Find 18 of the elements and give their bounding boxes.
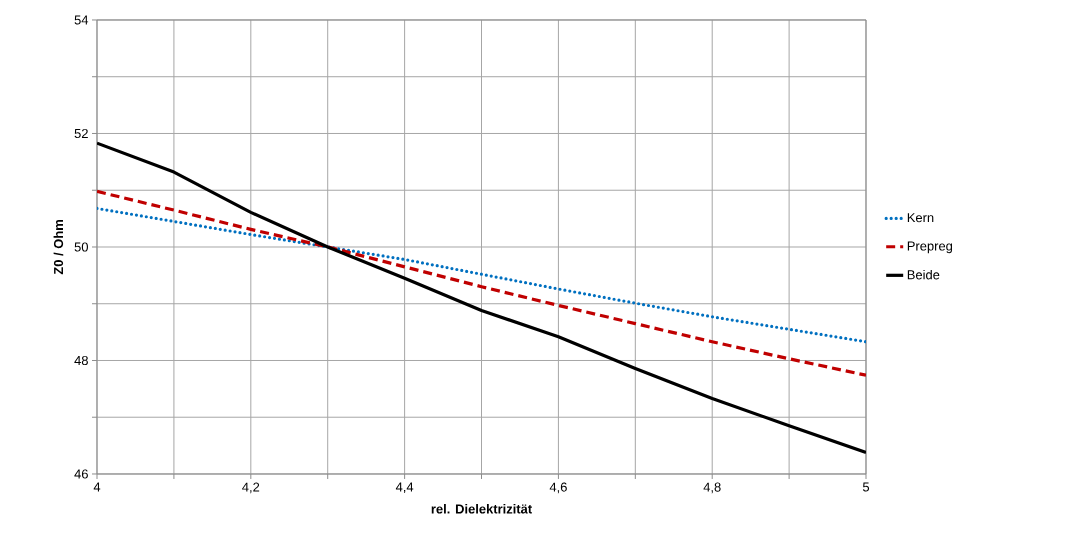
y-tick-label: 54 — [74, 15, 89, 25]
x-tick-label: 5 — [862, 482, 870, 492]
x-tick-label: 4,8 — [703, 482, 721, 494]
x-axis-title: rel. Dielektrizität — [431, 504, 532, 514]
legend-label: Kern — [907, 213, 934, 223]
x-tick-label: 4,4 — [395, 482, 414, 494]
y-tick-label: 52 — [74, 128, 88, 139]
x-tick-label: 4,2 — [242, 482, 260, 494]
line-series — [97, 189, 867, 377]
y-tick-label: 46 — [74, 469, 88, 479]
y-axis-title: Z0 / Ohm — [53, 220, 64, 275]
y-tick-label: 48 — [74, 355, 88, 366]
x-tick-label: 4,6 — [549, 482, 567, 494]
legend-label: Beide — [907, 269, 940, 280]
line-series — [97, 141, 867, 455]
x-tick-label: 4 — [93, 482, 101, 492]
legend-label: Prepreg — [907, 241, 953, 254]
y-tick-label: 50 — [74, 242, 88, 252]
